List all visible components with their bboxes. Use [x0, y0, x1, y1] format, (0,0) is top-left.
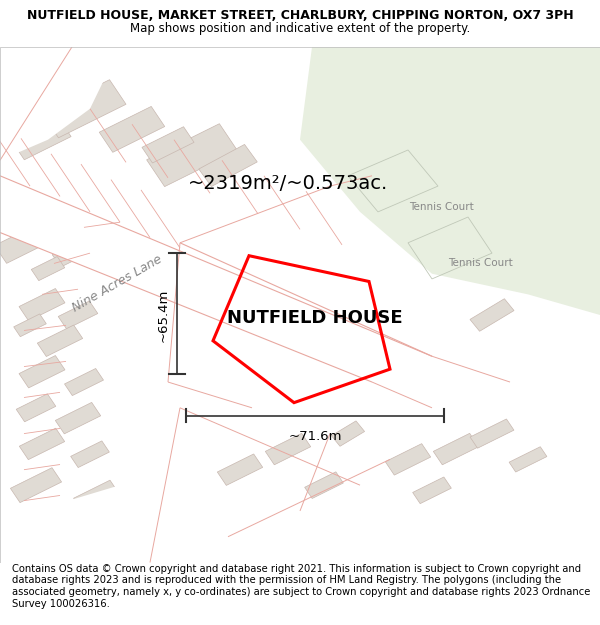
- Bar: [19, 428, 65, 459]
- Bar: [311, 300, 349, 330]
- Bar: [80, 517, 124, 546]
- Bar: [29, 508, 67, 534]
- Bar: [99, 106, 165, 152]
- Bar: [19, 356, 65, 388]
- Bar: [278, 267, 322, 301]
- Bar: [14, 314, 46, 337]
- Polygon shape: [0, 47, 120, 160]
- Text: ~2319m²/~0.573ac.: ~2319m²/~0.573ac.: [188, 174, 388, 193]
- Bar: [433, 433, 479, 465]
- Bar: [55, 402, 101, 434]
- Bar: [58, 301, 98, 329]
- Polygon shape: [300, 47, 600, 315]
- Bar: [146, 124, 238, 187]
- Bar: [71, 441, 109, 468]
- Bar: [331, 421, 365, 446]
- Bar: [31, 257, 65, 281]
- Polygon shape: [150, 449, 600, 562]
- Bar: [42, 80, 126, 138]
- Bar: [470, 299, 514, 331]
- Text: NUTFIELD HOUSE: NUTFIELD HOUSE: [227, 309, 403, 327]
- Bar: [52, 239, 92, 267]
- Bar: [217, 454, 263, 486]
- Polygon shape: [0, 150, 432, 382]
- Bar: [305, 472, 343, 499]
- Bar: [142, 127, 194, 163]
- Bar: [37, 325, 83, 356]
- Bar: [0, 222, 53, 263]
- Bar: [470, 419, 514, 448]
- Bar: [65, 369, 103, 396]
- Bar: [385, 444, 431, 475]
- Bar: [74, 480, 118, 511]
- Bar: [0, 71, 57, 116]
- Text: ~65.4m: ~65.4m: [157, 288, 170, 342]
- Bar: [19, 289, 65, 321]
- Text: Nine Acres Lane: Nine Acres Lane: [70, 253, 164, 315]
- Text: ~71.6m: ~71.6m: [288, 429, 342, 442]
- Bar: [13, 69, 47, 97]
- Bar: [13, 119, 71, 160]
- Text: Map shows position and indicative extent of the property.: Map shows position and indicative extent…: [130, 22, 470, 35]
- Text: Contains OS data © Crown copyright and database right 2021. This information is : Contains OS data © Crown copyright and d…: [12, 564, 590, 609]
- Polygon shape: [0, 485, 180, 562]
- Bar: [265, 433, 311, 465]
- Bar: [413, 477, 451, 504]
- Bar: [16, 394, 56, 422]
- Bar: [199, 144, 257, 186]
- Text: NUTFIELD HOUSE, MARKET STREET, CHARLBURY, CHIPPING NORTON, OX7 3PH: NUTFIELD HOUSE, MARKET STREET, CHARLBURY…: [26, 9, 574, 22]
- Text: Tennis Court: Tennis Court: [448, 259, 512, 269]
- Text: Tennis Court: Tennis Court: [409, 202, 473, 212]
- Bar: [10, 468, 62, 502]
- Bar: [509, 447, 547, 472]
